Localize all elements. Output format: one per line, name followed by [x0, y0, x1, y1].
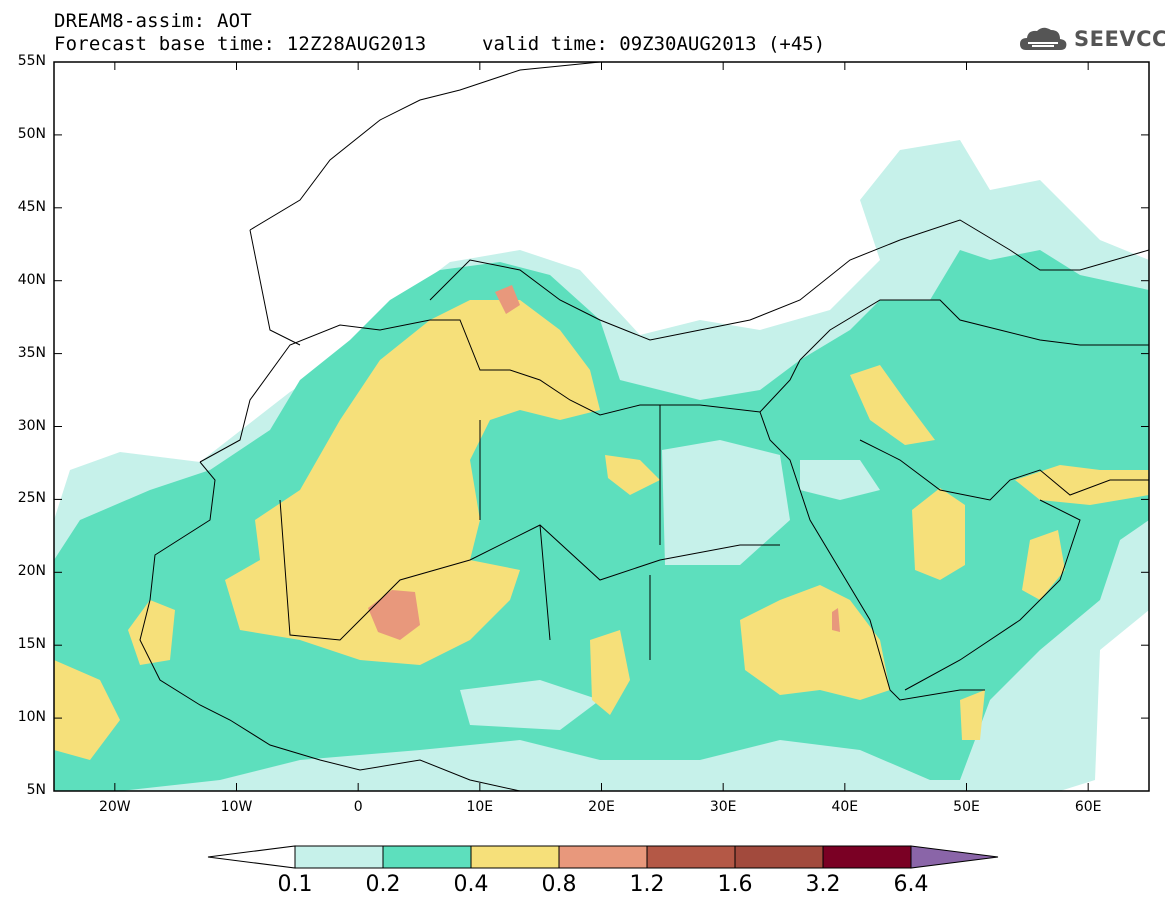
lat-label: 55N: [17, 53, 46, 69]
colorbar-box: [294, 845, 384, 869]
lat-label: 35N: [17, 344, 46, 361]
lon-label: 0: [353, 799, 363, 815]
coastlines: [139, 62, 1149, 791]
aot-band-0.8: [368, 590, 420, 640]
colorbar-label: 0.4: [453, 872, 489, 897]
lat-label: 5N: [26, 782, 46, 798]
colorbar-box: [558, 845, 648, 869]
lon-label: 30E: [709, 799, 737, 815]
colorbar-label: 0.8: [541, 872, 577, 897]
colorbar-box: [646, 845, 736, 869]
colorbar-high-arrow: [910, 845, 999, 869]
colorbar-box: [734, 845, 824, 869]
lon-label: 20W: [98, 799, 131, 815]
colorbar-box: [382, 845, 472, 869]
lat-label: 50N: [17, 125, 46, 142]
forecast-base-time: Forecast base time: 12Z28AUG2013: [54, 33, 427, 55]
colorbar-low-arrow: [207, 845, 296, 869]
colorbar-box: [822, 845, 912, 869]
aot-band-0.4: [225, 300, 600, 665]
lon-label: 10E: [466, 799, 494, 815]
lat-label: 20N: [17, 563, 46, 580]
lon-label: 10W: [220, 799, 253, 815]
map-title: DREAM8-assim: AOT: [54, 10, 252, 32]
colorbar-label: 6.4: [893, 872, 929, 897]
logo-text: SEEVCCC: [1074, 27, 1165, 51]
lat-label: 25N: [17, 490, 46, 507]
lat-label: 45N: [17, 198, 46, 215]
lon-label: 40E: [831, 799, 859, 815]
lon-label: 20E: [588, 799, 615, 815]
cloud-logo-icon: [1020, 27, 1067, 50]
colorbar-box: [470, 845, 560, 869]
lat-label: 10N: [17, 709, 46, 726]
lat-label: 40N: [17, 271, 46, 288]
lon-label: 60E: [1074, 799, 1102, 815]
lat-label: 15N: [17, 636, 46, 653]
colorbar-label: 3.2: [805, 872, 841, 897]
colorbar-label: 1.2: [629, 872, 665, 897]
colorbar-label: 0.2: [365, 872, 401, 897]
valid-time: valid time: 09Z30AUG2013 (+45): [482, 33, 826, 55]
colorbar-label: 1.6: [717, 872, 753, 897]
lat-label: 30N: [17, 417, 46, 434]
colorbar-label: 0.1: [277, 872, 313, 897]
lon-label: 50E: [953, 799, 980, 815]
